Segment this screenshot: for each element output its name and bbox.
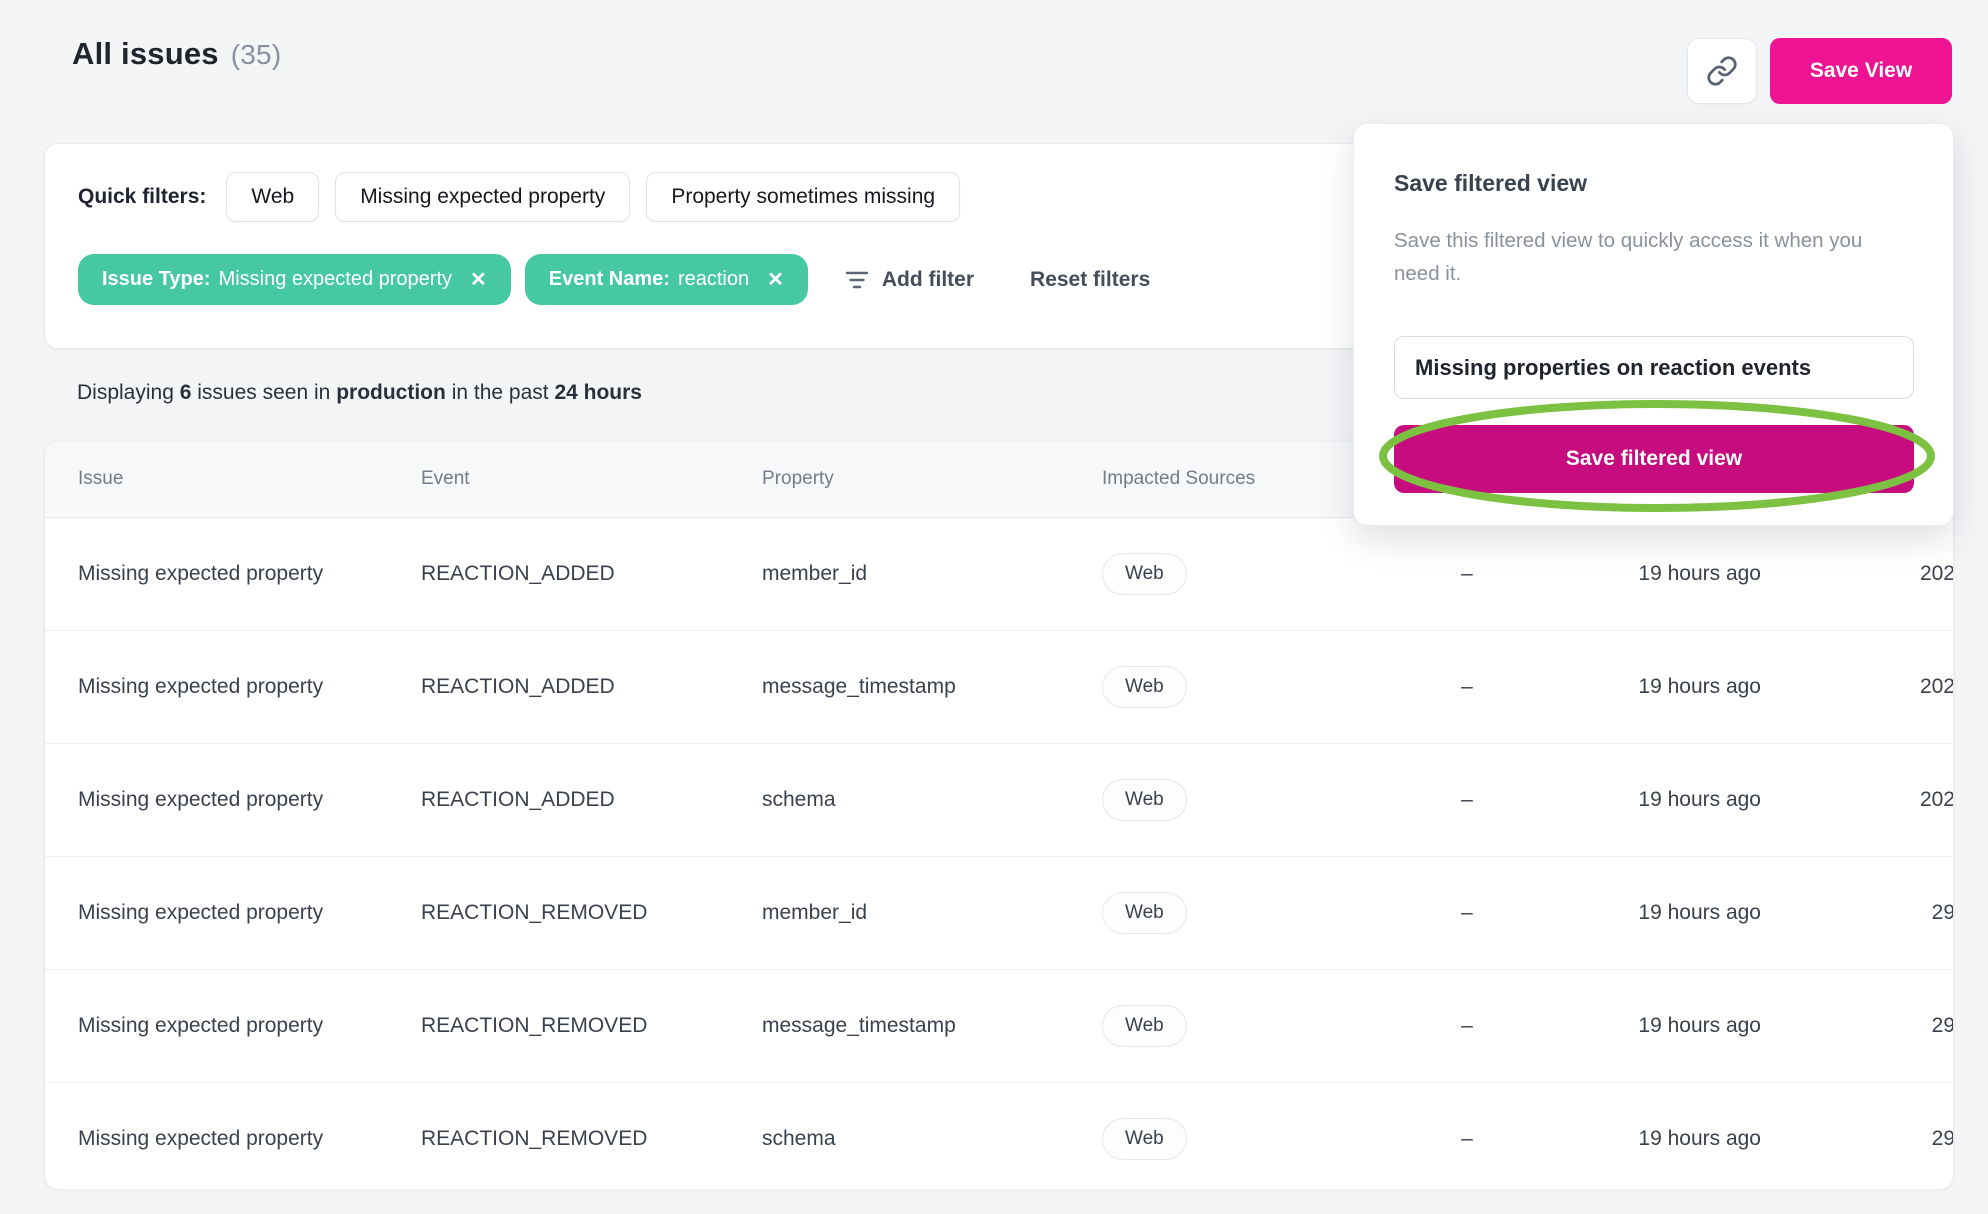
copy-link-button[interactable] [1687, 38, 1757, 104]
column-header-event[interactable]: Event [421, 442, 762, 518]
add-filter-button[interactable]: Add filter [844, 267, 974, 293]
cell-last-seen: 19 hours ago [1531, 629, 1761, 743]
quick-filter-web[interactable]: Web [226, 172, 320, 222]
cell-event: REACTION_REMOVED [421, 1081, 762, 1189]
cell-count: 202 [1919, 561, 1954, 585]
reset-filters-button[interactable]: Reset filters [1030, 267, 1151, 291]
column-header-impacted-sources[interactable]: Impacted Sources [1102, 442, 1403, 518]
cell-last-seen: 19 hours ago [1531, 968, 1761, 1082]
cell-property: message_timestamp [762, 968, 1102, 1082]
cell-event: REACTION_ADDED [421, 629, 762, 743]
popover-title: Save filtered view [1394, 170, 1588, 196]
popover-description: Save this filtered view to quickly acces… [1394, 229, 1863, 285]
filter-pill-value: reaction [677, 268, 750, 290]
issues-table-card: Issue Event Property Impacted Sources Mi… [44, 441, 1954, 1190]
cell-event: REACTION_ADDED [421, 561, 615, 585]
cell-dash: – [1403, 855, 1531, 969]
filter-pill-label: Issue Type: [102, 268, 211, 290]
summary-mid1: issues seen in [197, 381, 331, 404]
table-row[interactable]: Missing expected property REACTION_REMOV… [45, 968, 1953, 1082]
cell-issue: Missing expected property [45, 855, 421, 969]
cell-count: 202 [1761, 629, 1953, 743]
cell-property: schema [762, 1081, 1102, 1189]
cell-last-seen: 19 hours ago [1638, 561, 1761, 585]
cell-last-seen: 19 hours ago [1531, 742, 1761, 856]
cell-issue: Missing expected property [45, 742, 421, 856]
results-summary: Displaying 6 issues seen in production i… [77, 381, 642, 405]
cell-dash: – [1403, 742, 1531, 856]
close-icon[interactable]: ✕ [470, 268, 487, 291]
save-filtered-view-button[interactable]: Save filtered view [1394, 425, 1914, 493]
table-row[interactable]: Missing expected property REACTION_REMOV… [45, 855, 1953, 969]
cell-property: member_id [762, 855, 1102, 969]
source-badge: Web [1102, 1117, 1187, 1160]
save-view-button[interactable]: Save View [1770, 38, 1952, 104]
source-badge: Web [1102, 1004, 1187, 1047]
cell-impacted-sources: Web [1102, 629, 1403, 743]
summary-time-range: 24 hours [554, 381, 642, 404]
filter-pill-event-name[interactable]: Event Name: reaction ✕ [524, 254, 808, 305]
cell-issue: Missing expected property [78, 561, 324, 585]
column-header-issue[interactable]: Issue [45, 442, 421, 518]
cell-count: 29 [1761, 855, 1953, 969]
cell-property: message_timestamp [762, 629, 1102, 743]
cell-impacted-sources: Web [1102, 742, 1403, 856]
page-title: All issues (35) [72, 36, 281, 72]
source-badge: Web [1102, 552, 1187, 595]
filter-pill-label: Event Name: [548, 268, 670, 290]
source-badge: Web [1102, 891, 1187, 934]
cell-count: 202 [1761, 742, 1953, 856]
view-name-input[interactable] [1394, 336, 1914, 399]
quick-filters-label: Quick filters: [78, 185, 207, 208]
issues-table: Issue Event Property Impacted Sources Mi… [45, 442, 1954, 1189]
cell-last-seen: 19 hours ago [1531, 1081, 1761, 1189]
table-row[interactable]: Missing expected property REACTION_REMOV… [45, 1081, 1953, 1189]
filter-pill-issue-type[interactable]: Issue Type: Missing expected property ✕ [78, 254, 511, 305]
filter-lines-icon [844, 267, 870, 293]
cell-dash: – [1461, 561, 1473, 585]
cell-impacted-sources: Web [1102, 968, 1403, 1082]
save-filtered-view-popover: Save filtered view Save this filtered vi… [1353, 123, 1954, 526]
close-icon[interactable]: ✕ [767, 268, 784, 291]
cell-dash: – [1403, 968, 1531, 1082]
cell-event: REACTION_REMOVED [421, 968, 762, 1082]
source-badge: Web [1102, 778, 1187, 821]
table-row[interactable]: Missing expected property REACTION_ADDED… [45, 629, 1953, 743]
issues-table-body: Missing expected property REACTION_ADDED… [45, 517, 1954, 1189]
cell-impacted-sources: Web [1102, 855, 1403, 969]
quick-filter-property-sometimes-missing[interactable]: Property sometimes missing [646, 172, 961, 222]
add-filter-label: Add filter [881, 267, 975, 291]
summary-environment: production [336, 381, 446, 404]
issue-count-badge: (35) [230, 39, 282, 70]
cell-count: 29 [1761, 968, 1953, 1082]
summary-count: 6 [179, 381, 192, 404]
table-row[interactable]: Missing expected property REACTION_ADDED… [45, 742, 1953, 856]
cell-property: member_id [762, 561, 868, 585]
cell-last-seen: 19 hours ago [1531, 855, 1761, 969]
cell-event: REACTION_REMOVED [421, 855, 762, 969]
column-header-property[interactable]: Property [762, 442, 1102, 518]
cell-impacted-sources: Web [1102, 517, 1403, 630]
cell-property: schema [762, 742, 1102, 856]
active-filters-row: Issue Type: Missing expected property ✕ … [78, 254, 1150, 305]
source-badge: Web [1102, 665, 1187, 708]
table-row[interactable]: Missing expected property REACTION_ADDED… [45, 517, 1954, 630]
summary-prefix: Displaying [77, 381, 174, 404]
cell-impacted-sources: Web [1102, 1081, 1403, 1189]
cell-issue: Missing expected property [45, 1081, 421, 1189]
cell-event: REACTION_ADDED [421, 742, 762, 856]
quick-filter-missing-expected-property[interactable]: Missing expected property [335, 172, 631, 222]
cell-dash: – [1403, 629, 1531, 743]
cell-issue: Missing expected property [45, 629, 421, 743]
summary-mid2: in the past [451, 381, 549, 404]
cell-count: 29 [1761, 1081, 1953, 1189]
filter-pill-value: Missing expected property [218, 268, 453, 290]
cell-dash: – [1403, 1081, 1531, 1189]
quick-filters-row: Quick filters: Web Missing expected prop… [78, 172, 961, 222]
page-title-text: All issues [72, 36, 219, 71]
cell-issue: Missing expected property [45, 968, 421, 1082]
link-icon [1706, 55, 1738, 87]
